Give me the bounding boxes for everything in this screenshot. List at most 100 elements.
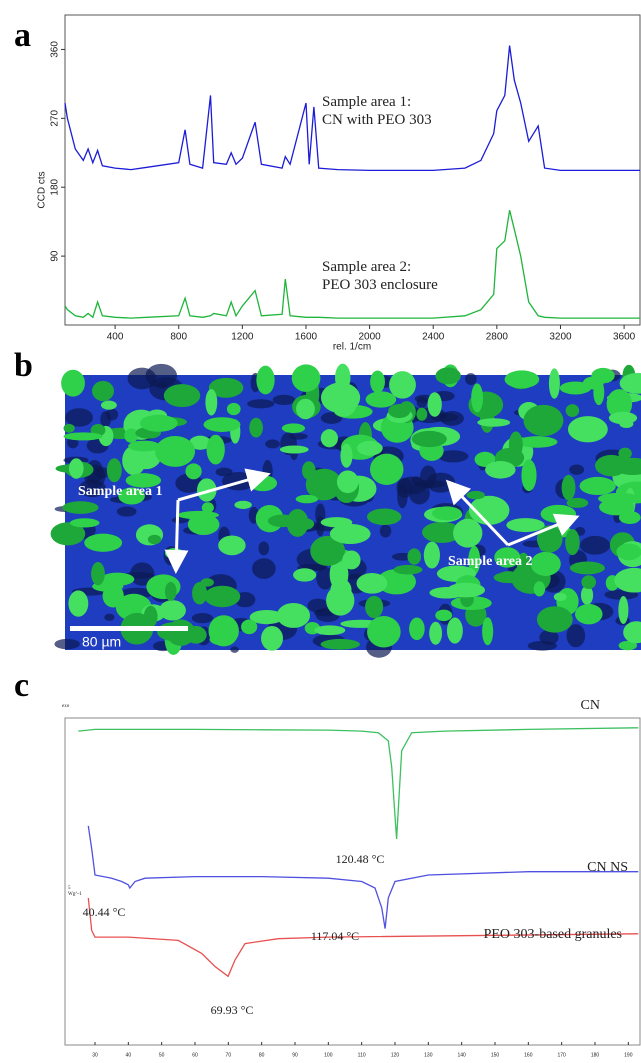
- green-patch: [329, 523, 371, 545]
- peak-label: 117.04 °C: [311, 929, 359, 943]
- green-patch: [429, 621, 443, 645]
- x-tick-label: 130: [424, 1052, 433, 1058]
- green-patch: [189, 435, 212, 450]
- green-patch: [305, 468, 342, 501]
- x-tick-label: 1200: [231, 332, 254, 343]
- legend-label: CN NS: [587, 860, 628, 875]
- y-tick-label: 90: [50, 250, 61, 262]
- green-patch: [494, 547, 521, 568]
- dark-patch: [100, 411, 111, 428]
- panel-label: c: [14, 667, 29, 704]
- green-patch: [281, 423, 306, 434]
- green-patch: [393, 564, 423, 575]
- green-patch: [336, 470, 359, 494]
- green-patch: [203, 417, 241, 432]
- dark-patch: [580, 535, 611, 555]
- green-patch: [106, 458, 122, 483]
- x-tick-label: 110: [358, 1052, 366, 1058]
- dark-patch: [397, 484, 408, 509]
- dark-patch: [464, 373, 477, 385]
- green-patch: [296, 398, 315, 420]
- dark-patch: [116, 506, 137, 517]
- green-patch: [416, 407, 428, 421]
- legend-label: Sample area 2: PEO 303 enclosure: [322, 259, 438, 293]
- green-patch: [407, 548, 422, 565]
- data-line: [87, 825, 639, 929]
- dark-patch: [191, 613, 214, 624]
- arrow: [164, 499, 189, 574]
- green-patch: [561, 474, 576, 501]
- green-patch: [185, 463, 202, 480]
- annotation: Sample area 1: [78, 484, 163, 499]
- x-tick-label: 30: [92, 1052, 98, 1058]
- green-patch: [521, 459, 537, 492]
- green-patch: [608, 411, 638, 425]
- green-patch: [367, 616, 401, 648]
- green-patch: [365, 391, 397, 408]
- arrow: [507, 513, 580, 547]
- green-patch: [165, 548, 184, 559]
- green-patch: [530, 551, 561, 576]
- green-patch: [370, 370, 385, 393]
- dark-patch: [569, 464, 585, 475]
- green-patch: [623, 621, 641, 644]
- green-patch: [466, 490, 485, 500]
- green-patch: [342, 550, 361, 570]
- green-patch: [197, 478, 217, 502]
- dark-patch: [252, 558, 276, 579]
- green-patch: [614, 567, 641, 593]
- green-patch: [320, 638, 360, 650]
- data-line: [78, 727, 639, 840]
- dark-patch: [129, 562, 155, 586]
- dark-patch: [316, 566, 334, 590]
- dark-patch: [230, 646, 239, 653]
- green-patch: [164, 581, 177, 601]
- green-patch: [485, 461, 516, 479]
- green-patch: [205, 388, 218, 416]
- green-patch: [209, 633, 234, 646]
- green-patch: [159, 600, 186, 621]
- green-patch: [477, 418, 511, 427]
- green-patch: [536, 606, 573, 633]
- green-patch: [499, 571, 518, 580]
- green-patch: [411, 430, 447, 448]
- green-patch: [63, 423, 75, 433]
- green-patch: [599, 498, 635, 516]
- dark-patch: [127, 367, 157, 390]
- green-patch: [118, 487, 145, 505]
- green-patch: [365, 595, 384, 619]
- green-patch: [517, 565, 530, 589]
- dark-patch: [104, 613, 115, 621]
- green-patch: [234, 500, 252, 509]
- green-patch: [435, 609, 453, 622]
- dark-patch: [539, 629, 559, 645]
- dark-patch: [313, 608, 335, 617]
- green-patch: [580, 585, 594, 605]
- green-patch: [581, 575, 596, 590]
- scale-bar: [70, 626, 188, 631]
- x-tick-label: 1600: [295, 332, 318, 343]
- x-tick-label: 80: [259, 1052, 265, 1058]
- x-tick-label: 2400: [422, 332, 445, 343]
- green-patch: [218, 535, 246, 556]
- green-patch: [446, 617, 463, 644]
- green-patch: [91, 562, 105, 586]
- data-line: [87, 897, 639, 978]
- green-patch: [124, 428, 139, 443]
- green-patch: [340, 443, 353, 468]
- green-patch: [582, 376, 604, 390]
- x-tick-label: 3200: [549, 332, 572, 343]
- dark-patch: [438, 450, 469, 463]
- legend-label: PEO 303-based granules: [484, 927, 622, 942]
- x-tick-label: 150: [491, 1052, 500, 1058]
- x-tick-label: 90: [292, 1052, 298, 1058]
- green-patch: [291, 364, 321, 392]
- green-patch: [474, 451, 496, 467]
- green-patch: [177, 510, 219, 520]
- dark-patch: [408, 482, 430, 505]
- green-patch: [192, 582, 208, 605]
- green-patch: [559, 381, 592, 395]
- data-line: [64, 210, 640, 319]
- green-patch: [422, 521, 462, 543]
